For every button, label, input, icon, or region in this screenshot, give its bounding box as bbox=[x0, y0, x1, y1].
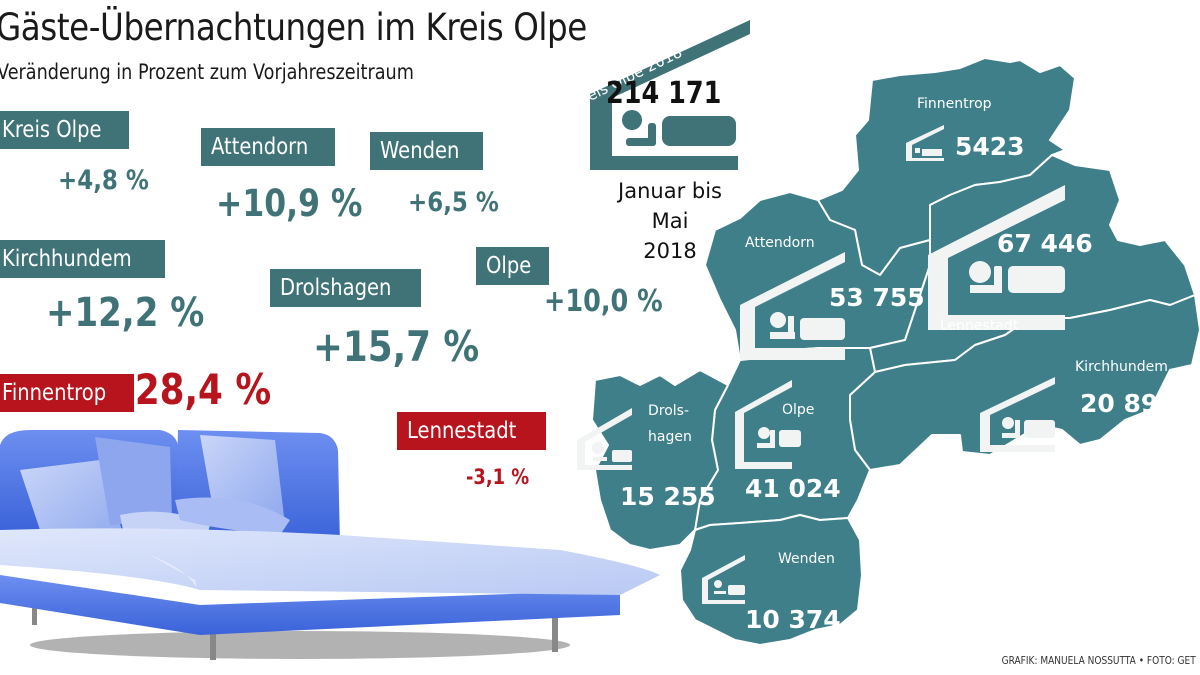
map-label-lennestadt: Lennestadt bbox=[940, 318, 1019, 334]
map-value-lennestadt: 67 446 bbox=[997, 229, 1093, 258]
map-label-attendorn: Attendorn bbox=[745, 235, 815, 251]
map-value-olpe: 41 024 bbox=[745, 474, 841, 503]
page-subtitle: Veränderung in Prozent zum Vorjahreszeit… bbox=[0, 60, 414, 84]
bed-illustration bbox=[0, 430, 660, 660]
map-label-olpe: Olpe bbox=[782, 402, 814, 418]
map-label-wenden: Wenden bbox=[778, 551, 835, 567]
period-line-2: 2018 bbox=[643, 239, 697, 263]
region-wenden bbox=[679, 514, 863, 646]
label-lennestadt: Lennestadt bbox=[397, 412, 546, 450]
period-line-1: Januar bis Mai bbox=[618, 179, 722, 233]
label-finnentrop: Finnentrop bbox=[0, 374, 135, 412]
label-wenden: Wenden bbox=[370, 132, 484, 170]
change-attendorn: +10,9 % bbox=[216, 182, 363, 225]
label-olpe: Olpe bbox=[476, 247, 550, 285]
label-attendorn: Attendorn bbox=[201, 128, 336, 166]
label-kreis-olpe: Kreis Olpe bbox=[0, 111, 130, 149]
label-kirchhundem: Kirchhundem bbox=[0, 240, 165, 278]
map-label-kirchhundem: Kirchhundem bbox=[1075, 359, 1168, 375]
house-bed-icon-total: Kreis Olpe 2018 bbox=[570, 20, 750, 170]
page-title: Gäste-Übernachtungen im Kreis Olpe bbox=[0, 6, 587, 49]
map-value-kirchhundem: 20 894 bbox=[1080, 389, 1176, 418]
kreis-total-value: 214 171 bbox=[606, 76, 722, 111]
change-wenden: +6,5 % bbox=[408, 187, 499, 218]
label-drolshagen: Drolshagen bbox=[270, 269, 422, 307]
map-label-drolshagen-2: hagen bbox=[648, 429, 692, 445]
change-olpe: +10,0 % bbox=[544, 284, 663, 319]
change-drolshagen: +15,7 % bbox=[313, 322, 480, 371]
credit-line: GRAFIK: MANUELA NOSSUTTA • FOTO: GET bbox=[1001, 654, 1196, 667]
change-kreis-olpe: +4,8 % bbox=[58, 165, 149, 196]
change-lennestadt: -3,1 % bbox=[466, 465, 530, 489]
map-value-wenden: 10 374 bbox=[745, 605, 841, 634]
map-label-drolshagen-1: Drols- bbox=[648, 403, 689, 419]
change-finnentrop: -28,4 % bbox=[120, 365, 272, 414]
kreis-period: Januar bis Mai 2018 bbox=[600, 176, 740, 266]
map-value-finnentrop: 5423 bbox=[955, 132, 1025, 161]
map-value-attendorn: 53 755 bbox=[829, 283, 925, 312]
map-value-drolshagen: 15 255 bbox=[620, 482, 716, 511]
map-label-finnentrop: Finnentrop bbox=[917, 96, 992, 112]
kreis-olpe-map: Finnentrop 5423 Attendorn 53 755 67 446 … bbox=[577, 57, 1200, 646]
change-kirchhundem: +12,2 % bbox=[46, 290, 205, 336]
